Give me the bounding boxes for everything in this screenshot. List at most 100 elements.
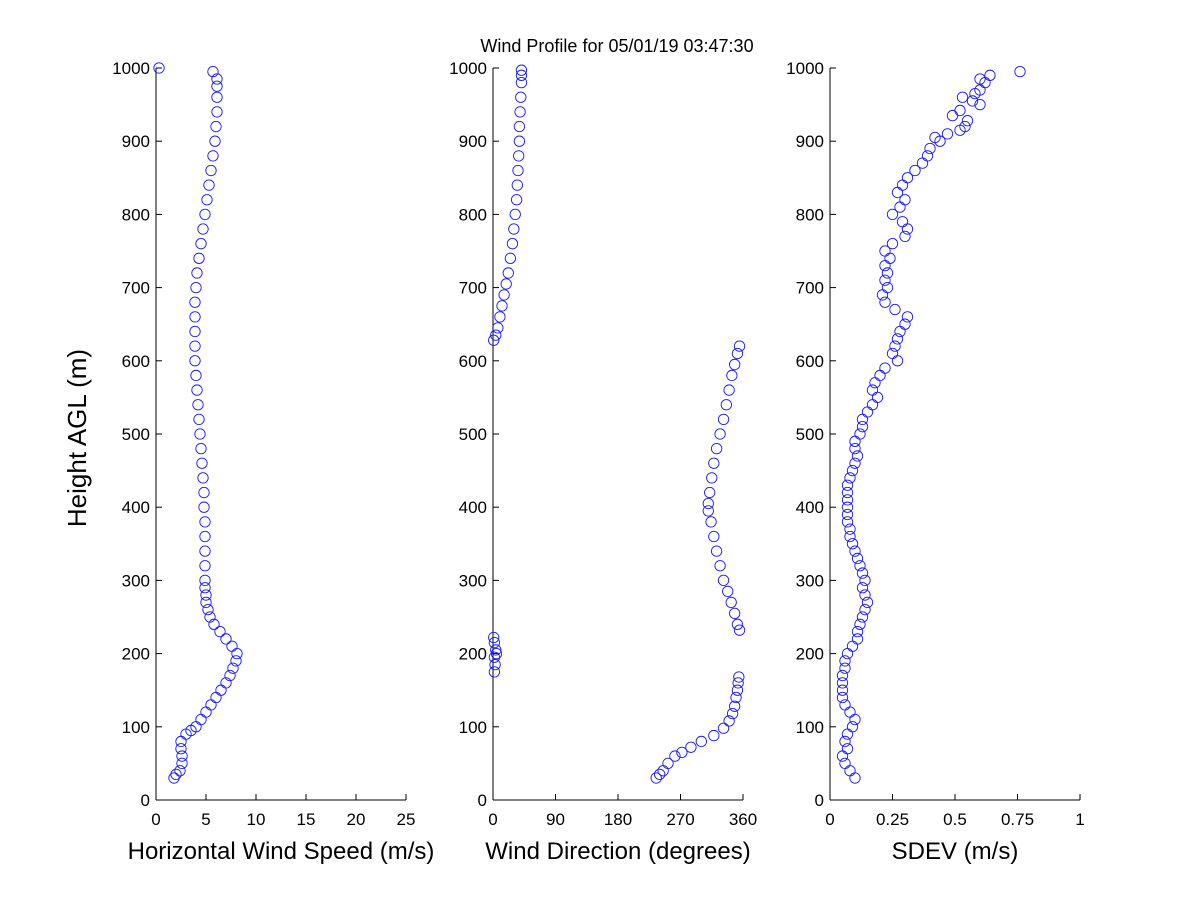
speed-data-point (211, 91, 223, 103)
speed-data-point (220, 633, 232, 645)
sdev-data-point (876, 289, 889, 301)
panel-direction: 0 100 200 300 400 500 600 700 800 900 1000 0 90 180 27… (449, 59, 757, 865)
direction-data-point (504, 252, 517, 264)
sdev-data-point (941, 128, 954, 140)
direction-data-point (708, 457, 720, 469)
sdev-data-point (884, 252, 896, 264)
speed-data-point (189, 325, 201, 338)
speed-x-axis-label: Horizontal Wind Speed (m/s) (128, 838, 435, 865)
direction-data-point (662, 757, 674, 770)
sdev-data-point (891, 333, 904, 345)
sdev-data-point (894, 201, 906, 213)
speed-data-point (192, 399, 204, 411)
speed-data-point (195, 442, 207, 455)
direction-xtick-label: 0 (488, 810, 497, 829)
sdev-data-point (844, 472, 856, 484)
direction-ytick-label: 0 (478, 791, 487, 810)
sdev-ytick-label: 400 (796, 498, 824, 517)
sdev-data-point (849, 772, 861, 784)
speed-data-point (199, 545, 211, 557)
direction-data-point (513, 120, 526, 133)
sdev-data-point (849, 457, 861, 469)
sdev-data-point (879, 274, 891, 286)
direction-data-point (511, 179, 523, 191)
speed-data-point (211, 106, 223, 118)
sdev-data-point (861, 596, 874, 609)
sdev-data-point (959, 120, 971, 133)
direction-data-point (731, 347, 744, 360)
sdev-data-point (836, 684, 849, 696)
direction-data-point (704, 486, 716, 499)
direction-data-point (685, 741, 697, 753)
sdev-data-point (896, 216, 909, 228)
sdev-data-point (859, 589, 871, 601)
sdev-data-point (879, 245, 891, 257)
speed-ytick-label: 300 (122, 571, 150, 590)
sdev-data-point (836, 691, 849, 704)
speed-data-point (201, 194, 213, 206)
direction-data-point (733, 340, 746, 352)
direction-data-point (492, 322, 504, 334)
direction-data-point (708, 729, 720, 742)
speed-data-point (203, 179, 215, 191)
speed-data-point (208, 618, 220, 630)
sdev-data-point (896, 179, 909, 191)
sdev-data-point (874, 369, 886, 382)
sdev-data-point (889, 340, 901, 352)
speed-ytick-label: 200 (122, 645, 150, 664)
direction-data-point (722, 585, 734, 598)
speed-data-point (199, 574, 211, 587)
sdev-data-point (849, 435, 861, 447)
speed-data-point (175, 743, 187, 755)
speed-data-point (198, 501, 210, 513)
sdev-data-point (881, 281, 894, 294)
speed-data-point (224, 669, 236, 682)
speed-data-point (199, 530, 211, 543)
sdev-data-point (841, 479, 854, 491)
sdev-data-point (846, 538, 859, 550)
y-axis-label: Height AGL (m) (62, 349, 92, 527)
sdev-ytick-label: 600 (796, 352, 824, 371)
sdev-data-point (841, 486, 854, 499)
direction-data-point (489, 658, 501, 671)
sdev-data-point (841, 516, 854, 528)
speed-data-point (153, 62, 165, 74)
sdev-data-point (846, 721, 859, 733)
direction-data-point (515, 69, 528, 81)
sdev-data-point (886, 347, 899, 360)
sdev-data-point (856, 611, 869, 623)
sdev-data-point (856, 567, 869, 579)
direction-data-point (723, 715, 735, 727)
direction-data-point (508, 223, 520, 235)
sdev-data-point (839, 662, 851, 674)
speed-data-point (198, 486, 210, 499)
speed-data-point (191, 267, 203, 279)
sdev-data-point (844, 765, 856, 777)
sdev-data-point (921, 150, 934, 162)
speed-ytick-label: 800 (122, 205, 150, 224)
direction-data-point (725, 596, 737, 609)
speed-data-point (205, 164, 217, 177)
speed-ytick-label: 100 (122, 718, 150, 737)
direction-xtick-label: 270 (666, 810, 694, 829)
direction-data-point (726, 369, 738, 382)
sdev-data-point (916, 157, 929, 169)
speed-data-point (215, 684, 227, 696)
sdev-data-point (854, 560, 866, 572)
direction-data-point (490, 329, 502, 341)
sdev-data-point (856, 582, 869, 594)
sdev-data-point (851, 625, 864, 638)
sdev-data-point (974, 98, 986, 111)
sdev-data-point (899, 318, 911, 330)
speed-data-point (211, 80, 223, 92)
direction-ytick-label: 100 (459, 718, 487, 737)
speed-xtick-label: 15 (297, 810, 316, 829)
speed-ytick-label: 1000 (112, 59, 150, 78)
speed-ytick-label: 500 (122, 425, 150, 444)
speed-data-point (226, 640, 238, 652)
sdev-data-point (839, 735, 851, 748)
speed-data-point (199, 560, 211, 572)
sdev-data-point (879, 296, 891, 308)
sdev-data-point (844, 530, 856, 543)
sdev-data-point (966, 95, 979, 107)
